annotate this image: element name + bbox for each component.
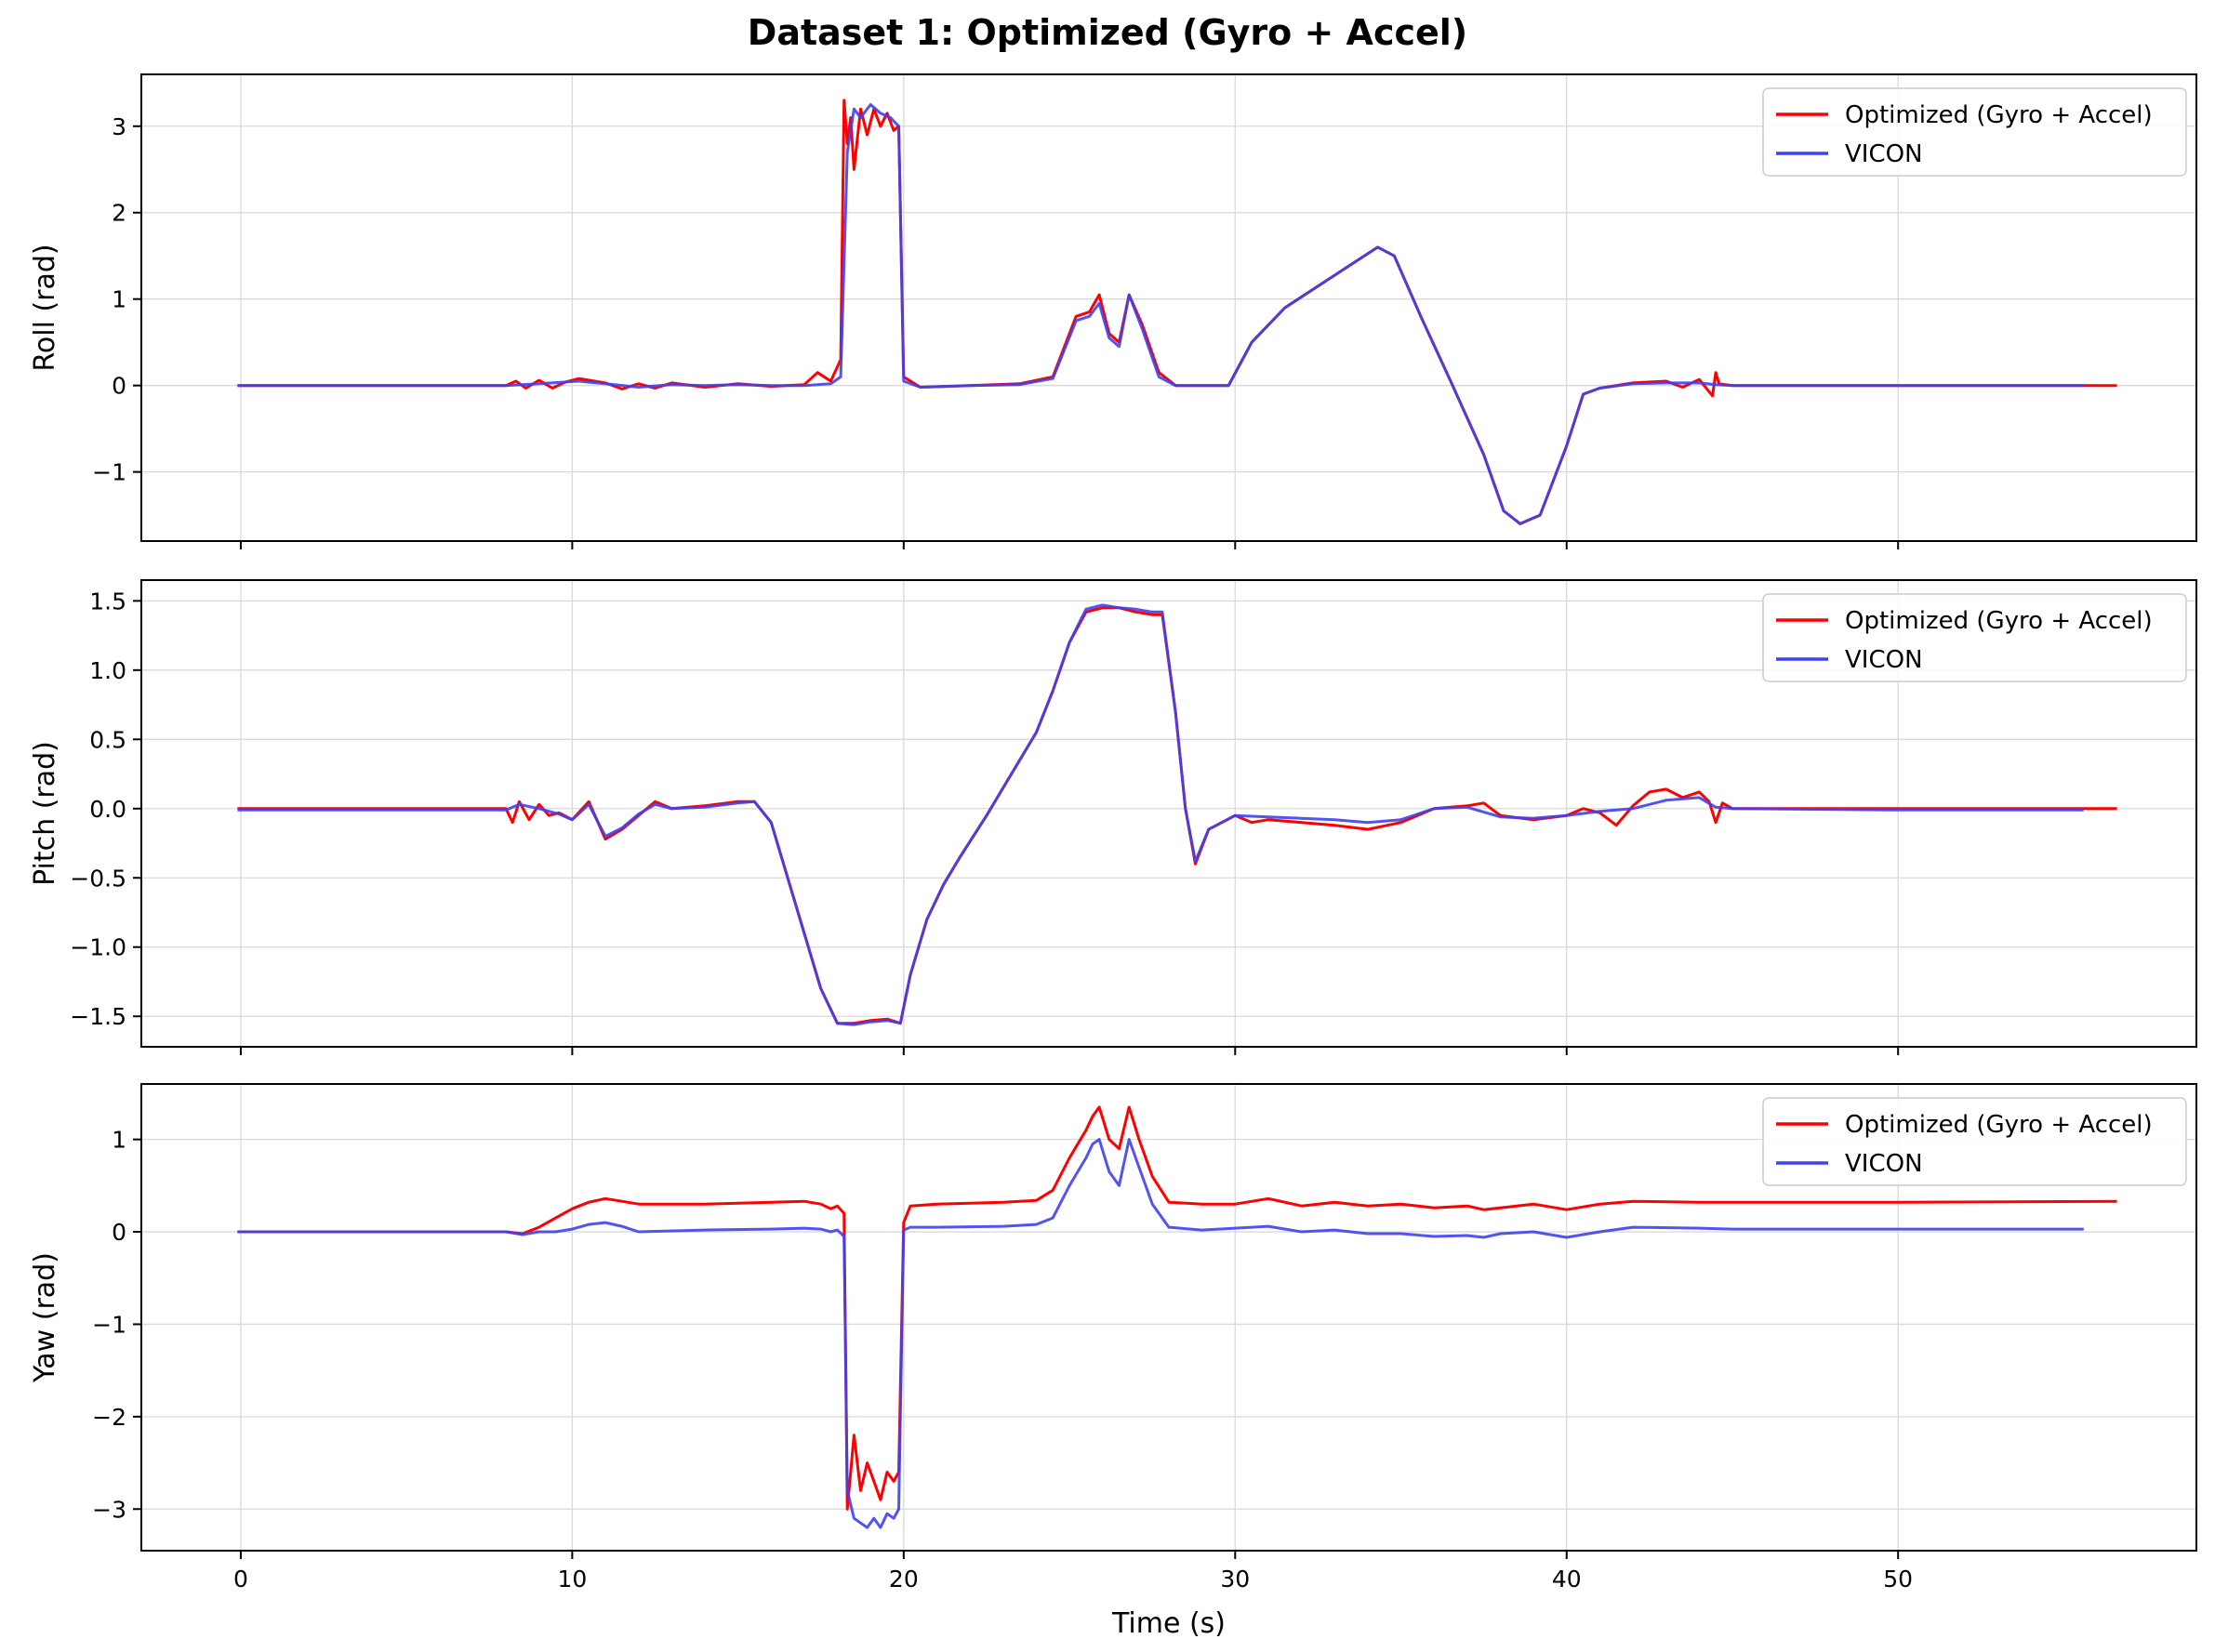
pitch-subplot: −1.5 −1.0 −0.5 0.0 0.5 1.0 1.5 Pitch (rad) Optim… bbox=[29, 579, 2197, 1055]
yaw-series-optimized-line bbox=[237, 1105, 2117, 1511]
roll-legend-label-vicon: VICON bbox=[1845, 140, 1923, 168]
yaw-ytick-label: −3 bbox=[92, 1496, 126, 1523]
pitch-ytick-label: 0.5 bbox=[89, 726, 126, 753]
yaw-xlabel: Time (s) bbox=[1111, 1607, 1226, 1640]
pitch-ylabel: Pitch (rad) bbox=[29, 741, 61, 886]
figure-title: Dataset 1: Optimized (Gyro + Accel) bbox=[748, 12, 1467, 53]
yaw-legend-label-optimized: Optimized (Gyro + Accel) bbox=[1845, 1111, 2153, 1139]
roll-ytick-label: 0 bbox=[112, 373, 126, 400]
yaw-subplot: 0 10 20 30 40 50 −3 −2 −1 0 1 Yaw (rad) Time (s) Opti… bbox=[29, 1083, 2197, 1640]
roll-series-vicon-line bbox=[237, 103, 2084, 525]
yaw-xtick-label: 40 bbox=[1552, 1566, 1582, 1593]
pitch-ytick-label: 1.5 bbox=[89, 588, 126, 615]
yaw-xtick-label: 20 bbox=[889, 1566, 919, 1593]
pitch-ytick-label: 1.0 bbox=[89, 657, 126, 684]
yaw-ytick-label: 1 bbox=[112, 1127, 126, 1154]
roll-subplot: −1 0 1 2 3 Roll (rad) Optimized (Gyro + Accel)… bbox=[29, 73, 2197, 549]
yaw-xtick-label: 50 bbox=[1883, 1566, 1913, 1593]
pitch-ytick-label: −1.5 bbox=[70, 1003, 126, 1030]
yaw-ytick-label: −1 bbox=[92, 1311, 126, 1338]
roll-ytick-label: 1 bbox=[112, 286, 126, 313]
pitch-ytick-label: 0.0 bbox=[89, 796, 126, 823]
roll-legend-label-optimized: Optimized (Gyro + Accel) bbox=[1845, 101, 2153, 129]
yaw-ytick-label: −2 bbox=[92, 1404, 126, 1431]
roll-legend: Optimized (Gyro + Accel) VICON bbox=[1762, 87, 2187, 177]
roll-ylabel: Roll (rad) bbox=[29, 244, 61, 371]
pitch-ytick-label: −1.0 bbox=[70, 934, 126, 961]
yaw-xtick-label: 0 bbox=[233, 1566, 248, 1593]
pitch-legend: Optimized (Gyro + Accel) VICON bbox=[1762, 593, 2187, 682]
pitch-legend-label-optimized: Optimized (Gyro + Accel) bbox=[1845, 607, 2153, 635]
roll-ytick-label: 2 bbox=[112, 200, 126, 227]
roll-ytick-label: 3 bbox=[112, 113, 126, 140]
roll-axes-frame bbox=[140, 73, 2197, 542]
yaw-ylabel: Yaw (rad) bbox=[29, 1252, 61, 1383]
yaw-axes-frame bbox=[140, 1083, 2197, 1552]
yaw-legend-box bbox=[1762, 1097, 2187, 1186]
yaw-xtick-label: 30 bbox=[1220, 1566, 1250, 1593]
yaw-xtick-label: 10 bbox=[557, 1566, 587, 1593]
yaw-ytick-label: 0 bbox=[112, 1219, 126, 1246]
pitch-series-vicon-line bbox=[237, 603, 2084, 1026]
yaw-series-vicon-line bbox=[237, 1138, 2084, 1529]
roll-legend-box bbox=[1762, 87, 2187, 177]
pitch-ytick-label: −0.5 bbox=[70, 865, 126, 892]
yaw-legend: Optimized (Gyro + Accel) VICON bbox=[1762, 1097, 2187, 1186]
roll-ytick-label: −1 bbox=[92, 459, 126, 486]
pitch-legend-box bbox=[1762, 593, 2187, 682]
pitch-axes-frame bbox=[140, 579, 2197, 1048]
pitch-legend-label-vicon: VICON bbox=[1845, 646, 1923, 674]
yaw-legend-label-vicon: VICON bbox=[1845, 1150, 1923, 1178]
subplots: −1 0 1 2 3 Roll (rad) Optimized (Gyro + Accel)… bbox=[29, 73, 2197, 1640]
